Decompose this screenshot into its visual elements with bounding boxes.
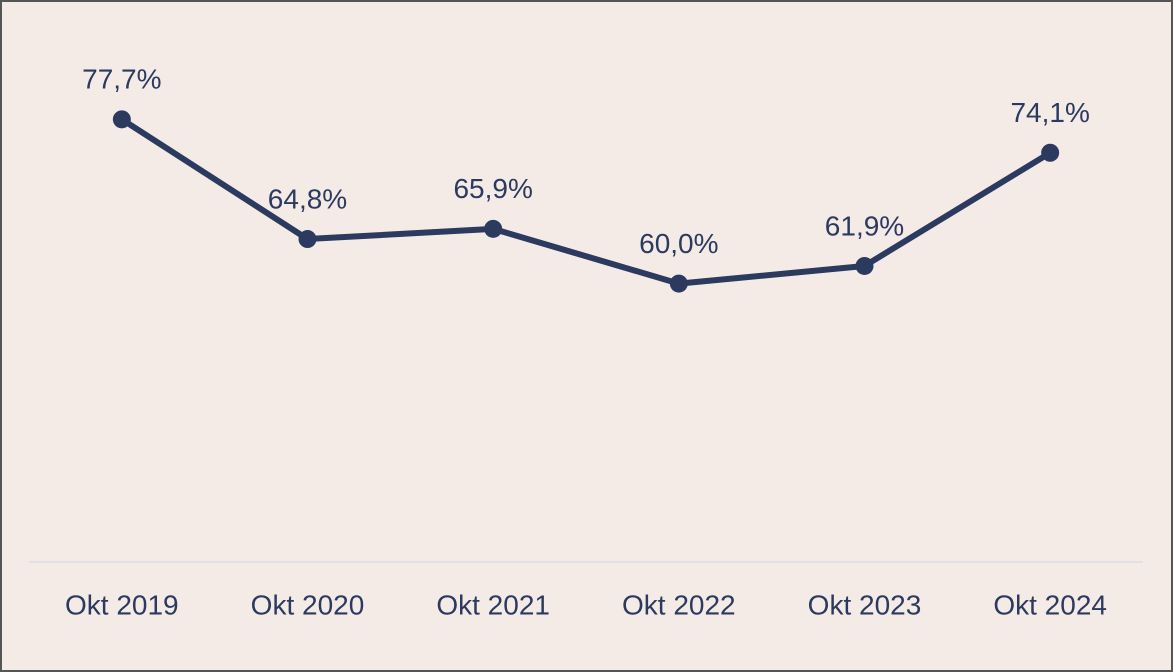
data-label: 64,8%: [268, 183, 347, 214]
line: [120, 116, 1052, 287]
x-tick-label: Okt 2020: [251, 589, 365, 620]
point: [1041, 143, 1060, 162]
point: [298, 230, 317, 249]
data-label: 74,1%: [1010, 97, 1089, 128]
data-label: 60,0%: [639, 228, 718, 259]
x-tick-label: Okt 2019: [65, 589, 179, 620]
point: [669, 274, 688, 293]
data-label: 77,7%: [82, 64, 161, 95]
x-tick-label: Okt 2022: [622, 589, 736, 620]
point: [855, 256, 874, 275]
data-label: 65,9%: [453, 173, 532, 204]
x-tick-label: Okt 2024: [993, 589, 1107, 620]
point: [484, 219, 503, 238]
x-tick-label: Okt 2021: [436, 589, 550, 620]
point: [112, 110, 131, 129]
x-tick-label: Okt 2023: [808, 589, 922, 620]
data-label: 61,9%: [825, 210, 904, 241]
